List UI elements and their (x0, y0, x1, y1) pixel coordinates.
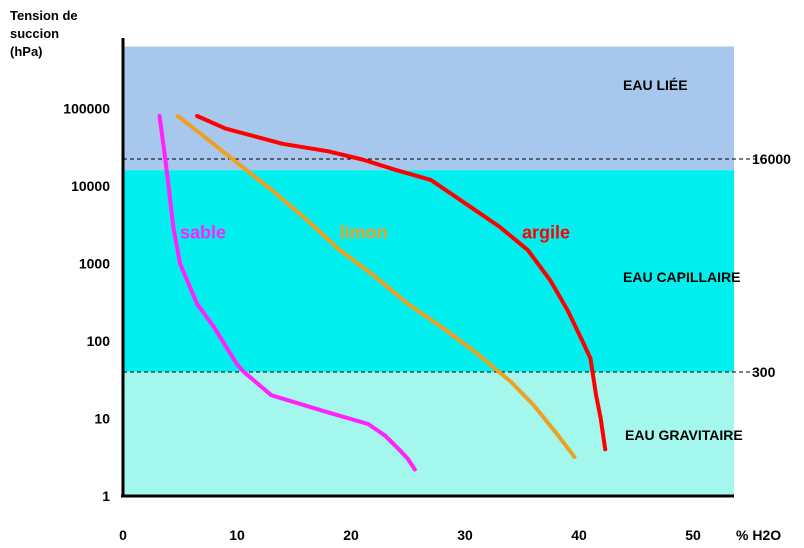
x-tick-label-4: 40 (571, 527, 587, 543)
zone-bands (123, 46, 734, 496)
zone-label-1: EAU CAPILLAIRE (623, 269, 740, 285)
x-tick-label-2: 20 (343, 527, 359, 543)
zone-band-2 (123, 371, 734, 496)
y-tick-labels: 1 10 100 1000 10000 100000 (63, 101, 110, 505)
series-label-sable: sable (180, 223, 226, 243)
x-axis-title: % H2O (736, 527, 781, 543)
series-line-sable (157, 114, 417, 472)
zone-label-0: EAU LIÉE (623, 77, 688, 93)
zone-label-2: EAU GRAVITAIRE (625, 427, 743, 443)
series-line-limon (175, 114, 577, 459)
zone-band-0 (123, 46, 734, 171)
y-tick-label-5: 100000 (63, 101, 110, 117)
series-lines (157, 114, 608, 472)
y-axis-title-line-2: succion (10, 26, 59, 41)
boundary-label-1: 300 (752, 364, 776, 380)
series-labels: sable limon argile (180, 223, 570, 243)
x-tick-label-5: 50 (685, 527, 701, 543)
y-axis-title-line-1: Tension de (10, 8, 78, 23)
y-tick-label-1: 10 (94, 411, 110, 427)
x-tick-label-3: 30 (457, 527, 473, 543)
chart-labels: Tension de succion (hPa) % H2O (10, 8, 781, 543)
zone-labels: EAU LIÉE EAU CAPILLAIRE EAU GRAVITAIRE 1600… (623, 77, 791, 443)
y-axis-title-line-3: (hPa) (10, 44, 43, 59)
y-tick-label-0: 1 (102, 488, 110, 504)
series-label-limon: limon (340, 223, 388, 243)
y-tick-label-4: 10000 (71, 178, 110, 194)
zone-band-1 (123, 170, 734, 372)
x-tick-labels: 0 10 20 30 40 50 (119, 527, 701, 543)
boundary-label-0: 16000 (752, 151, 791, 167)
y-tick-label-2: 100 (87, 333, 111, 349)
axes (121, 38, 734, 498)
x-tick-label-0: 0 (119, 527, 127, 543)
x-tick-label-1: 10 (229, 527, 245, 543)
y-tick-label-3: 1000 (79, 256, 110, 272)
series-label-argile: argile (522, 223, 570, 243)
series-line-argile (195, 114, 608, 452)
